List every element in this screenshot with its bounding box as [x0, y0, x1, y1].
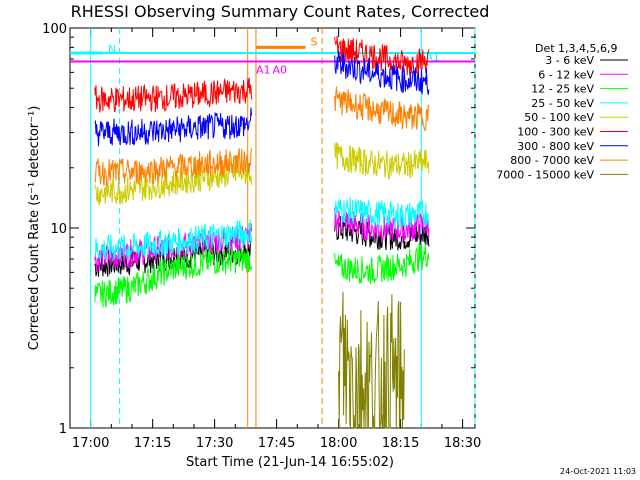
legend-label: 300 - 800 keV: [517, 140, 594, 153]
series-line-4: [94, 142, 430, 206]
series-line-5: [94, 35, 430, 113]
legend-label: 25 - 50 keV: [531, 97, 594, 110]
series-line-2: [94, 243, 430, 308]
legend-label: 7000 - 15000 keV: [496, 168, 594, 181]
series-line-7: [94, 86, 430, 187]
legend-label: 100 - 300 keV: [517, 126, 594, 139]
x-tick-label: 17:15: [134, 436, 171, 451]
y-axis-label: Corrected Count Rate (s⁻¹ detector⁻¹): [27, 106, 42, 351]
series-line-8: [338, 291, 405, 429]
series-line-3: [94, 196, 430, 261]
x-tick-label: 17:30: [196, 436, 233, 451]
x-tick-label: 17:45: [258, 436, 295, 451]
legend-label: 6 - 12 keV: [538, 68, 594, 81]
legend-label: 50 - 100 keV: [524, 111, 594, 124]
x-tick-label: 18:30: [444, 436, 481, 451]
annotation-label: A1: [425, 51, 440, 64]
x-tick-label: 18:00: [320, 436, 357, 451]
y-tick-label: 100: [42, 22, 67, 37]
annotation-label: N: [108, 43, 116, 56]
generation-timestamp: 24-Oct-2021 11:03: [560, 467, 636, 476]
annotation-label: A0: [273, 64, 288, 77]
annotation-label: A1: [256, 64, 271, 77]
annotation-label: S: [311, 35, 318, 48]
legend-label: 3 - 6 keV: [545, 54, 594, 67]
legend-title: Det 1,3,4,5,6,9: [535, 42, 618, 55]
y-tick-label: 10: [50, 222, 67, 237]
legend-label: 12 - 25 keV: [531, 83, 594, 96]
series-line-6: [94, 50, 430, 147]
legend-label: 800 - 7000 keV: [510, 154, 594, 167]
plot-area: 1 10 100 17:00 17:15 17:30 17:45 18:00 18:15 18:3…: [42, 22, 481, 451]
chart-title: RHESSI Observing Summary Count Rates, Co…: [71, 2, 490, 21]
y-tick-label: 1: [59, 422, 67, 437]
x-tick-label: 17:00: [72, 436, 109, 451]
x-tick-label: 18:15: [382, 436, 419, 451]
x-axis-label: Start Time (21-Jun-14 16:55:02): [186, 455, 394, 470]
